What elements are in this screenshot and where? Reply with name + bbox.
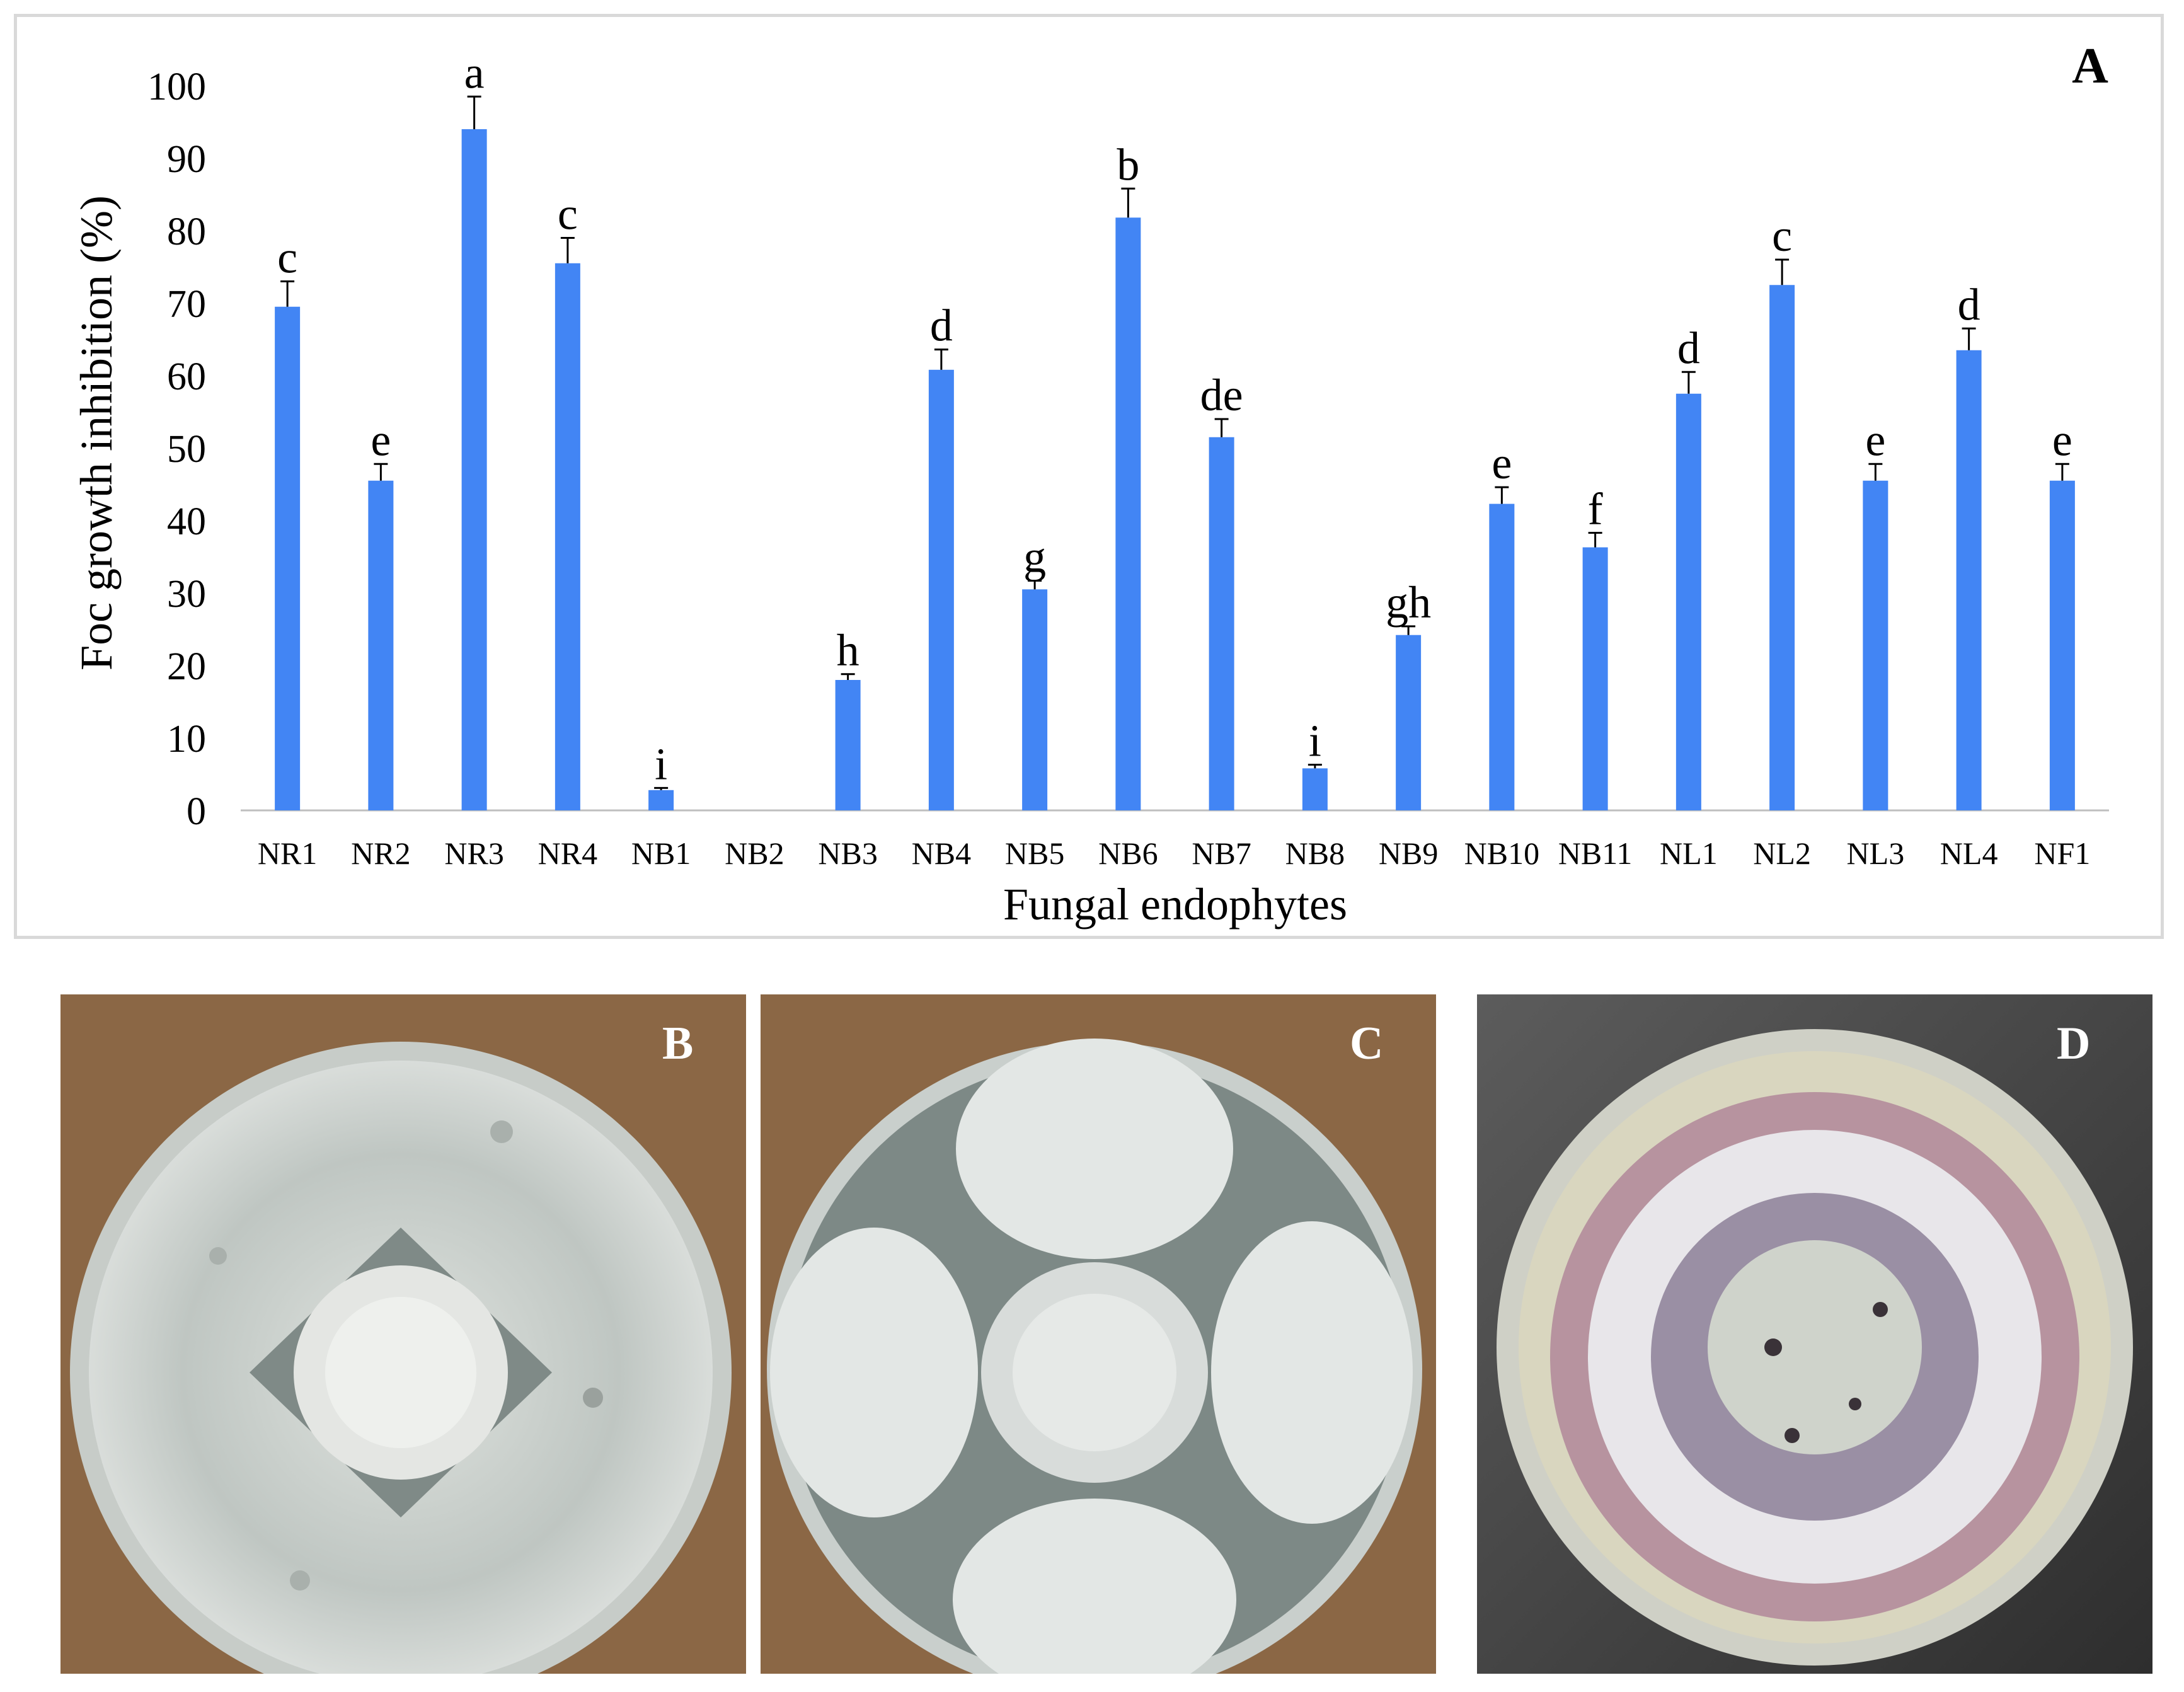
x-tick-label: NR3 [444,836,503,871]
y-tick-label: 10 [167,718,206,761]
x-tick-label: NB11 [1558,836,1633,871]
x-tick-label: NB6 [1098,836,1158,871]
x-tick-label: NL3 [1847,836,1905,871]
y-tick-label: 90 [167,138,206,181]
significance-letter: c [277,233,297,283]
significance-letter: c [558,189,578,239]
significance-letter: e [371,415,391,465]
panel-label-a: A [2072,38,2108,94]
y-tick-label: 70 [167,283,206,326]
panel-label-c: C [1350,1018,1384,1069]
bar-nb7 [1209,437,1234,810]
x-tick-label: NL1 [1660,836,1718,871]
bar-nb10 [1489,504,1515,810]
significance-letter: d [930,301,953,351]
significance-letter: f [1588,484,1603,534]
x-tick-label: NR2 [351,836,410,871]
bar-nb6 [1115,217,1141,810]
y-axis-title: Foc growth inhibition (%) [71,195,122,670]
significance-letter: e [1865,415,1885,465]
y-tick-label: 50 [167,428,206,471]
significance-letter: a [464,47,485,98]
bar-nb4 [928,369,954,810]
x-tick-label: NB1 [631,836,691,871]
significance-letter: i [1309,716,1321,766]
significance-letter: b [1117,139,1139,190]
significance-letter: e [1491,438,1512,488]
chart-panel: 0 10 20 30 40 50 60 70 80 90 100 c NR1 e NR2 a NR3 c NR4 i N… [14,14,2164,939]
x-tick-label: NB4 [912,836,971,871]
y-tick-label: 60 [167,355,206,398]
y-tick-label: 40 [167,500,206,543]
x-tick-label: NB3 [818,836,877,871]
bar-nb11 [1582,547,1608,810]
x-tick-label: NR1 [258,836,317,871]
bar-nb1 [648,790,674,810]
bar-nr4 [555,263,580,810]
x-tick-label: NF1 [2034,836,2090,871]
x-tick-label: NB9 [1379,836,1438,871]
bar-nr3 [461,129,487,810]
bar-nr2 [368,480,394,810]
bar-nr1 [275,306,301,810]
x-tick-label: NR4 [538,836,597,871]
significance-letter: d [1958,279,1980,330]
photo-plate-b: B [60,994,746,1674]
bar-nb8 [1302,768,1328,810]
panel-label-d: D [2057,1018,2091,1069]
panel-label-b: B [662,1018,694,1069]
x-tick-label: NB10 [1464,836,1539,871]
photo-plate-d: D [1477,994,2152,1674]
significance-letter: gh [1386,577,1431,628]
significance-letter: d [1677,323,1700,373]
significance-letter: i [655,739,667,789]
significance-letter: c [1772,210,1792,261]
significance-letter: e [2052,415,2072,465]
y-tick-label: 30 [167,573,206,616]
x-tick-label: NB7 [1192,836,1251,871]
bar-nl2 [1769,285,1795,810]
bar-nf1 [2049,480,2075,810]
x-tick-label: NB2 [725,836,784,871]
bar-chart: 0 10 20 30 40 50 60 70 80 90 100 c NR1 e NR2 a NR3 c NR4 i N… [71,38,2109,929]
y-tick-label: 100 [147,66,206,108]
x-axis-title: Fungal endophytes [1003,879,1347,929]
bar-nl1 [1675,393,1701,810]
bar-nl3 [1863,480,1888,810]
x-tick-label: NL2 [1753,836,1811,871]
x-tick-label: NL4 [1940,836,1998,871]
significance-letter: g [1023,531,1046,582]
y-tick-label: 0 [187,790,206,833]
bar-nb9 [1396,635,1422,810]
x-tick-label: NB8 [1285,836,1345,871]
y-tick-label: 80 [167,210,206,253]
x-tick-label: NB5 [1005,836,1064,871]
bar-nl4 [1956,350,1982,810]
bar-nb5 [1022,589,1048,810]
photo-plate-c: C [761,994,1436,1674]
y-tick-label: 20 [167,645,206,688]
bar-nb3 [835,680,861,810]
significance-letter: de [1200,370,1243,420]
significance-letter: h [837,625,859,676]
